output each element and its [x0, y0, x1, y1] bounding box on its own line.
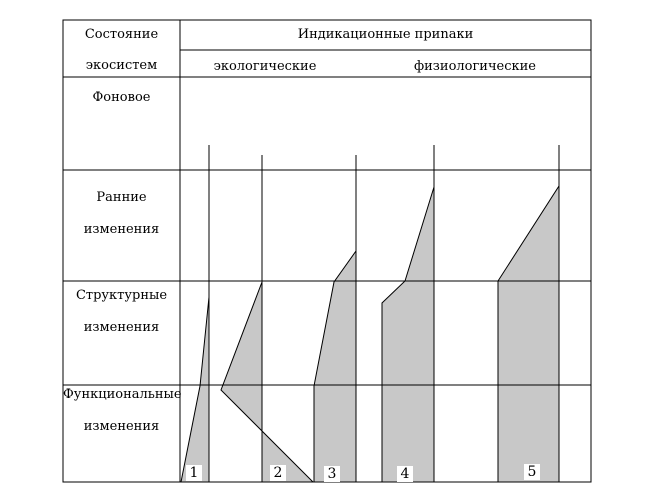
indicator-3-shape — [313, 249, 357, 483]
indicator-1-shape — [180, 296, 210, 483]
row-functional-line2: изменения — [83, 419, 160, 434]
row-early-line1: Ранние — [96, 190, 147, 205]
row-early-line2: изменения — [83, 222, 160, 237]
indicator-5-shape — [497, 184, 560, 483]
indicator-2-shape — [220, 281, 315, 483]
header-physiological: физиологические — [413, 59, 537, 74]
row-background-label: Фоновое — [92, 90, 151, 105]
header-ecological: экологические — [213, 59, 317, 74]
table-grid — [62, 19, 592, 483]
indicator-number-2: 2 — [270, 465, 286, 481]
row-functional-line1: Функциональные — [63, 387, 182, 402]
indicator-number-3: 3 — [324, 466, 340, 482]
indicator-number-1: 1 — [186, 465, 202, 481]
indicator-number-5: 5 — [524, 464, 540, 480]
row-structural-line1: Структурные — [75, 288, 168, 303]
indicator-4-shape — [381, 186, 435, 483]
indicator-shapes — [180, 184, 560, 483]
indicator-number-4: 4 — [397, 466, 413, 482]
row-structural-line2: изменения — [83, 320, 160, 335]
header-indicators: Индикационные приnаки — [297, 27, 474, 42]
header-state-line1: Состояние — [84, 27, 159, 42]
header-state-line2: экосистем — [85, 58, 158, 73]
indicator-axes — [208, 145, 560, 482]
